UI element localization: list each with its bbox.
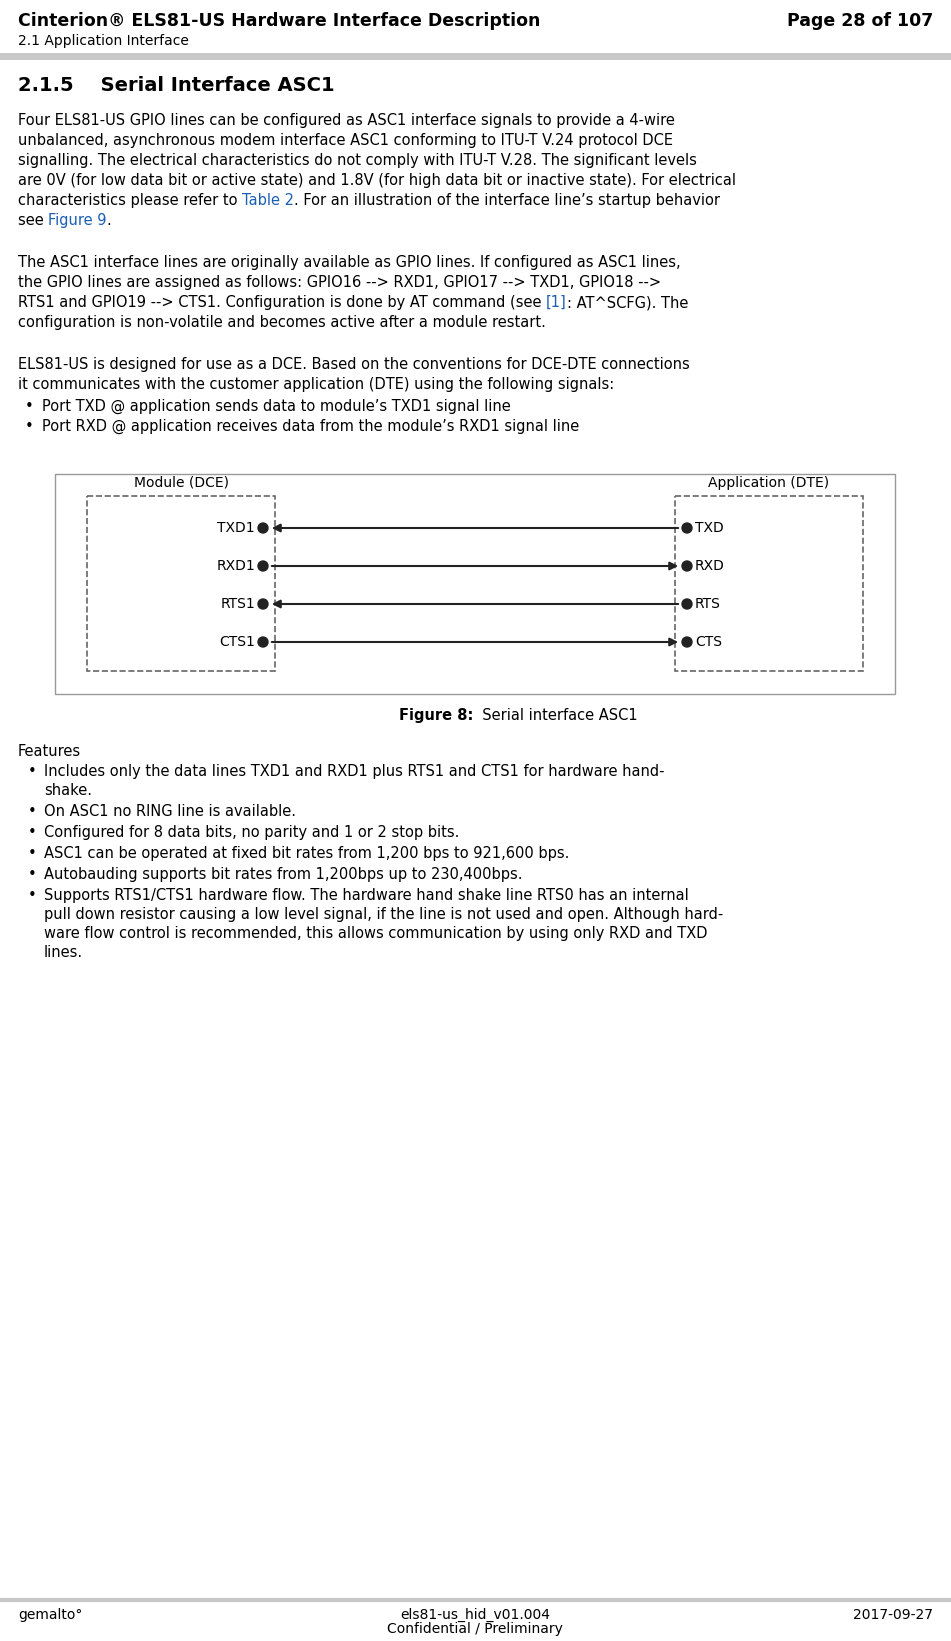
Text: 2.1 Application Interface: 2.1 Application Interface (18, 34, 189, 48)
Text: Supports RTS1/CTS1 hardware flow. The hardware hand shake line RTS0 has an inter: Supports RTS1/CTS1 hardware flow. The ha… (44, 888, 689, 903)
Text: : AT^SCFG). The: : AT^SCFG). The (567, 295, 689, 310)
Text: unbalanced, asynchronous modem interface ASC1 conforming to ITU-T V.24 protocol : unbalanced, asynchronous modem interface… (18, 133, 673, 148)
Text: ELS81-US is designed for use as a DCE. Based on the conventions for DCE-DTE conn: ELS81-US is designed for use as a DCE. B… (18, 358, 689, 373)
Text: RXD1: RXD1 (216, 560, 255, 573)
Text: Autobauding supports bit rates from 1,200bps up to 230,400bps.: Autobauding supports bit rates from 1,20… (44, 866, 522, 881)
Text: RTS: RTS (695, 597, 721, 610)
Text: 2017-09-27: 2017-09-27 (853, 1608, 933, 1621)
Text: RTS1 and GPIO19 --> CTS1. Configuration is done by AT command (see: RTS1 and GPIO19 --> CTS1. Configuration … (18, 295, 546, 310)
Text: .: . (107, 213, 111, 228)
Bar (675, 496, 863, 671)
Text: CTS1: CTS1 (219, 635, 255, 648)
Bar (87, 496, 275, 671)
Text: pull down resistor causing a low level signal, if the line is not used and open.: pull down resistor causing a low level s… (44, 907, 724, 922)
Text: •: • (28, 888, 37, 903)
Text: els81-us_hid_v01.004: els81-us_hid_v01.004 (400, 1608, 550, 1623)
Text: Cinterion® ELS81-US Hardware Interface Description: Cinterion® ELS81-US Hardware Interface D… (18, 11, 540, 30)
Text: ware flow control is recommended, this allows communication by using only RXD an: ware flow control is recommended, this a… (44, 926, 708, 940)
Text: RXD: RXD (695, 560, 725, 573)
Text: •: • (25, 399, 33, 414)
Text: •: • (28, 804, 37, 819)
Text: Figure 9: Figure 9 (49, 213, 107, 228)
Text: characteristics please refer to: characteristics please refer to (18, 194, 243, 208)
Text: it communicates with the customer application (DTE) using the following signals:: it communicates with the customer applic… (18, 377, 614, 392)
Text: •: • (25, 418, 33, 433)
Text: •: • (28, 825, 37, 840)
Circle shape (682, 599, 692, 609)
Text: Port TXD @ application sends data to module’s TXD1 signal line: Port TXD @ application sends data to mod… (42, 399, 511, 414)
Text: gemalto°: gemalto° (18, 1608, 83, 1621)
Text: see: see (18, 213, 49, 228)
Text: Configured for 8 data bits, no parity and 1 or 2 stop bits.: Configured for 8 data bits, no parity an… (44, 825, 459, 840)
Text: •: • (28, 866, 37, 881)
Text: •: • (28, 765, 37, 779)
Circle shape (682, 561, 692, 571)
Bar (55, 474, 895, 694)
Circle shape (682, 637, 692, 647)
Circle shape (682, 523, 692, 533)
Text: the GPIO lines are assigned as follows: GPIO16 --> RXD1, GPIO17 --> TXD1, GPIO18: the GPIO lines are assigned as follows: … (18, 276, 661, 290)
Text: TXD: TXD (695, 520, 724, 535)
Text: Application (DTE): Application (DTE) (708, 476, 829, 491)
Text: ASC1 can be operated at fixed bit rates from 1,200 bps to 921,600 bps.: ASC1 can be operated at fixed bit rates … (44, 847, 570, 862)
Text: •: • (28, 847, 37, 862)
Text: Figure 8:: Figure 8: (398, 707, 473, 724)
Circle shape (258, 599, 268, 609)
Text: On ASC1 no RING line is available.: On ASC1 no RING line is available. (44, 804, 296, 819)
Text: Port RXD @ application receives data from the module’s RXD1 signal line: Port RXD @ application receives data fro… (42, 418, 579, 435)
Text: RTS1: RTS1 (221, 597, 255, 610)
Text: Module (DCE): Module (DCE) (133, 476, 228, 491)
Text: configuration is non-volatile and becomes active after a module restart.: configuration is non-volatile and become… (18, 315, 546, 330)
Text: signalling. The electrical characteristics do not comply with ITU-T V.28. The si: signalling. The electrical characteristi… (18, 153, 697, 167)
Text: Includes only the data lines TXD1 and RXD1 plus RTS1 and CTS1 for hardware hand-: Includes only the data lines TXD1 and RX… (44, 765, 665, 779)
Text: Confidential / Preliminary: Confidential / Preliminary (387, 1621, 563, 1636)
Text: Four ELS81-US GPIO lines can be configured as ASC1 interface signals to provide : Four ELS81-US GPIO lines can be configur… (18, 113, 675, 128)
Text: Features: Features (18, 743, 81, 760)
Text: . For an illustration of the interface line’s startup behavior: . For an illustration of the interface l… (294, 194, 720, 208)
Text: 2.1.5    Serial Interface ASC1: 2.1.5 Serial Interface ASC1 (18, 75, 335, 95)
Text: are 0V (for low data bit or active state) and 1.8V (for high data bit or inactiv: are 0V (for low data bit or active state… (18, 172, 736, 189)
Text: TXD1: TXD1 (218, 520, 255, 535)
Circle shape (258, 523, 268, 533)
Text: Serial interface ASC1: Serial interface ASC1 (473, 707, 637, 724)
Circle shape (258, 561, 268, 571)
Circle shape (258, 637, 268, 647)
Text: [1]: [1] (546, 295, 567, 310)
Text: shake.: shake. (44, 783, 92, 798)
Text: CTS: CTS (695, 635, 722, 648)
Text: lines.: lines. (44, 945, 83, 960)
Text: The ASC1 interface lines are originally available as GPIO lines. If configured a: The ASC1 interface lines are originally … (18, 254, 681, 271)
Text: Page 28 of 107: Page 28 of 107 (786, 11, 933, 30)
Text: Table 2: Table 2 (243, 194, 294, 208)
